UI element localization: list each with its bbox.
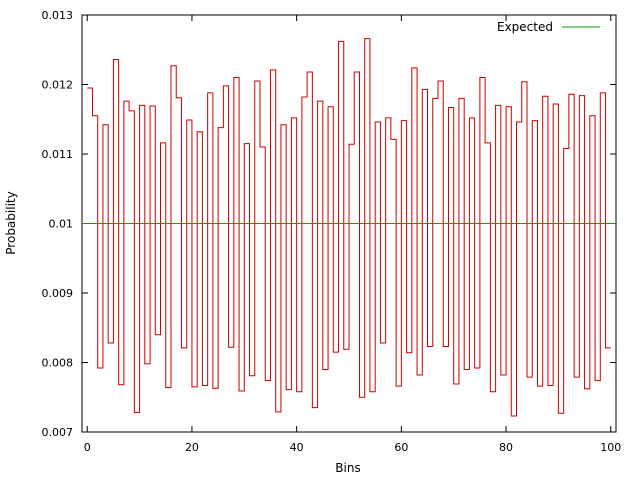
x-tick-label: 20 — [185, 441, 199, 454]
y-tick-label: 0.007 — [42, 426, 74, 439]
x-tick-label: 0 — [84, 441, 91, 454]
y-tick-label: 0.009 — [42, 287, 74, 300]
x-axis-title: Bins — [335, 461, 360, 475]
x-tick-label: 60 — [394, 441, 408, 454]
series-line-0 — [87, 38, 611, 417]
y-tick-label: 0.01 — [49, 218, 74, 231]
x-tick-label: 40 — [290, 441, 304, 454]
legend-label-expected: Expected — [497, 20, 553, 34]
y-tick-label: 0.011 — [42, 148, 74, 161]
x-tick-label: 100 — [600, 441, 621, 454]
legend: Expected — [497, 20, 600, 34]
y-tick-label: 0.012 — [42, 79, 74, 92]
y-axis-title: Probability — [4, 191, 18, 254]
x-axis: 0 20 40 60 80 100 — [84, 15, 621, 454]
x-tick-label: 80 — [499, 441, 513, 454]
y-tick-label: 0.008 — [42, 357, 74, 370]
y-tick-label: 0.013 — [42, 9, 74, 22]
series-layer — [82, 38, 616, 417]
